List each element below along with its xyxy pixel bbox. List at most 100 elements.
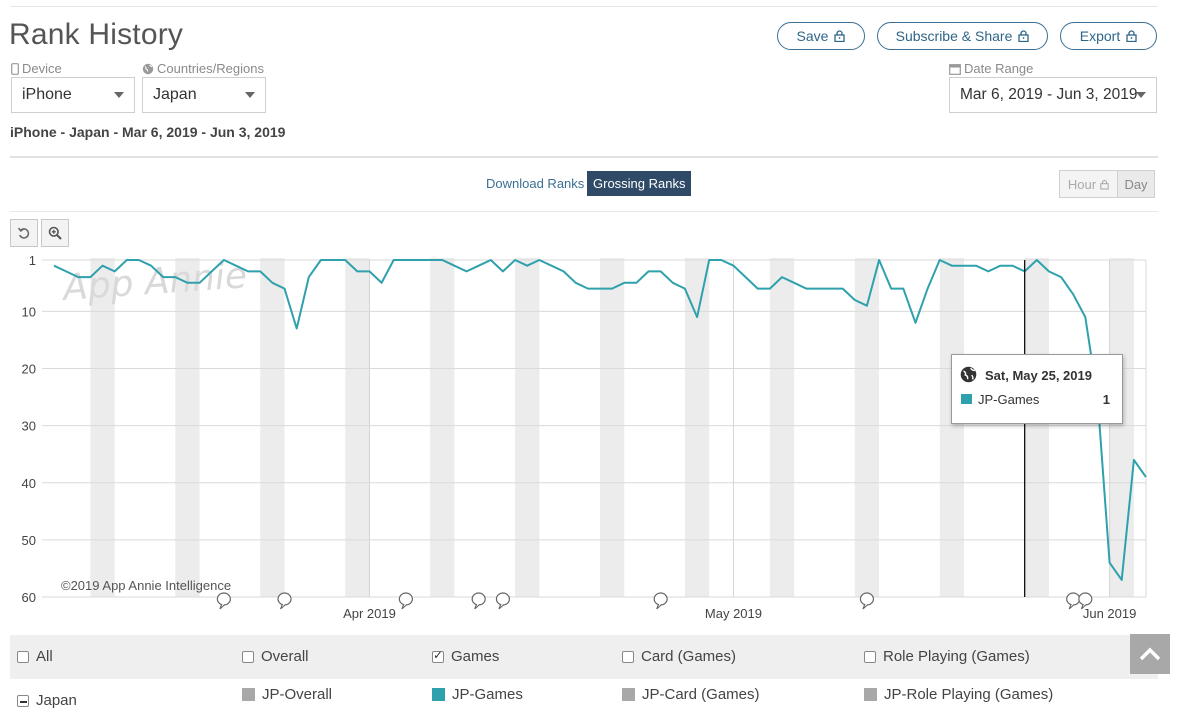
y-tick-label: 20 [22,362,36,377]
selection-summary: iPhone - Japan - Mar 6, 2019 - Jun 3, 20… [10,124,286,140]
checkbox-all-box[interactable] [17,650,29,663]
hour-toggle[interactable]: Hour [1060,171,1118,197]
undo-icon [17,227,30,239]
weekend-band [684,258,710,597]
marker-tail [280,603,286,610]
marker-tail [474,603,481,610]
phone-icon [11,62,19,75]
y-tick-label: 50 [22,533,36,548]
export-button-label: Export [1079,28,1121,44]
event-marker-icon[interactable] [1066,592,1081,610]
series-jp-games[interactable]: JP-Games [432,686,523,703]
date-range-value: Mar 6, 2019 - Jun 3, 2019 [960,86,1138,103]
checkbox-overall-box[interactable] [242,650,254,663]
legend-filter-bar [10,635,1158,679]
marker-bubble [277,592,292,606]
series-swatch [622,688,635,701]
tooltip-value: 1 [1102,392,1110,407]
lock-icon [1100,179,1109,190]
checkbox-all[interactable]: All [17,648,53,665]
event-marker-icon[interactable] [216,592,231,610]
event-marker-icon[interactable] [398,592,413,610]
tabs-divider [10,211,1158,212]
weekend-band [430,258,455,597]
series-line-jp-games[interactable] [53,259,1147,581]
chevron-up-icon [1139,647,1161,661]
y-tick-label: 10 [22,304,36,319]
event-marker-icon[interactable] [1078,592,1093,610]
checkbox-card-games[interactable]: Card (Games) [622,648,736,665]
lock-icon [1018,30,1030,42]
collapse-minus-icon[interactable] [17,694,29,707]
rank-chart[interactable]: 1 10 20 30 40 50 60 Apr 2019 May 2019 Jun 2019 A… [0,250,1160,630]
x-axis: Apr 2019 May 2019 Jun 2019 [343,606,1136,621]
save-button-label: Save [796,28,829,44]
marker-tail [219,603,226,610]
series-swatch [432,688,445,701]
zoom-button[interactable] [41,219,69,247]
checkbox-card-games-box[interactable] [622,650,634,663]
device-value: iPhone [22,86,72,103]
weekend-band [515,258,540,597]
checkbox-card-games-label: Card (Games) [641,648,737,665]
checkbox-games-box[interactable] [432,648,444,663]
event-marker-icon[interactable] [653,592,668,610]
device-select[interactable]: iPhone [11,77,135,113]
weekend-band [600,258,625,597]
series-jp-overall[interactable]: JP-Overall [242,686,332,703]
reset-zoom-button[interactable] [10,219,38,247]
country-select[interactable]: Japan [142,77,266,113]
globe-icon [960,366,977,383]
checkbox-role-playing-label: Role Playing (Games) [883,648,1030,665]
hour-label: Hour [1067,176,1097,192]
tab-grossing-ranks[interactable]: Grossing Ranks [587,171,692,196]
marker-tail [862,603,869,610]
y-tick-label: 60 [22,590,36,605]
event-marker-icon[interactable] [471,592,486,610]
device-label: Device [11,61,62,76]
event-marker-icon[interactable] [495,592,511,610]
series-jp-card-games[interactable]: JP-Card (Games) [622,686,760,703]
scroll-to-top-button[interactable] [1130,634,1170,674]
checkbox-role-playing-box[interactable] [864,650,876,663]
tooltip-date: Sat, May 25, 2019 [985,368,1092,383]
subscribe-button-label: Subscribe & Share [895,28,1013,44]
export-button[interactable]: Export [1060,22,1157,50]
checkbox-overall[interactable]: Overall [242,648,309,665]
y-tick-label: 1 [29,253,36,268]
checkbox-role-playing[interactable]: Role Playing (Games) [864,648,1030,665]
weekend-band [1109,258,1134,597]
event-marker-icon[interactable] [859,592,875,610]
marker-tail [498,603,505,610]
weekend-band [260,258,285,597]
checkbox-all-label: All [36,648,53,665]
marker-tail [401,603,408,610]
zoom-in-icon [48,226,62,240]
marker-bubble [216,592,231,606]
weekend-band [939,258,964,597]
series-label: JP-Games [452,686,523,703]
globe-icon [142,63,154,74]
checkbox-games[interactable]: Games [432,648,499,665]
tab-download-ranks[interactable]: Download Ranks [486,176,585,191]
caret-down-icon [1136,92,1146,98]
series-jp-role-playing[interactable]: JP-Role Playing (Games) [864,686,1053,703]
marker-bubble [1078,592,1093,606]
checkbox-overall-label: Overall [261,648,309,665]
checkbox-games-label: Games [451,648,500,665]
country-row-japan[interactable]: Japan [17,692,77,709]
series-swatch [864,688,877,701]
page-title: Rank History [9,18,184,51]
caret-down-icon [114,92,124,98]
save-button[interactable]: Save [777,22,865,50]
subscribe-share-button[interactable]: Subscribe & Share [877,22,1048,50]
day-toggle[interactable]: Day [1118,171,1154,197]
marker-tail [1068,603,1075,610]
granularity-toggle: Hour Day [1059,170,1155,198]
top-rule [10,6,1158,7]
event-marker-icon[interactable] [277,592,292,610]
x-tick-label: Apr 2019 [343,606,396,621]
weekend-band [1024,258,1049,597]
event-markers[interactable] [216,592,1093,610]
date-range-select[interactable]: Mar 6, 2019 - Jun 3, 2019 [949,77,1157,113]
